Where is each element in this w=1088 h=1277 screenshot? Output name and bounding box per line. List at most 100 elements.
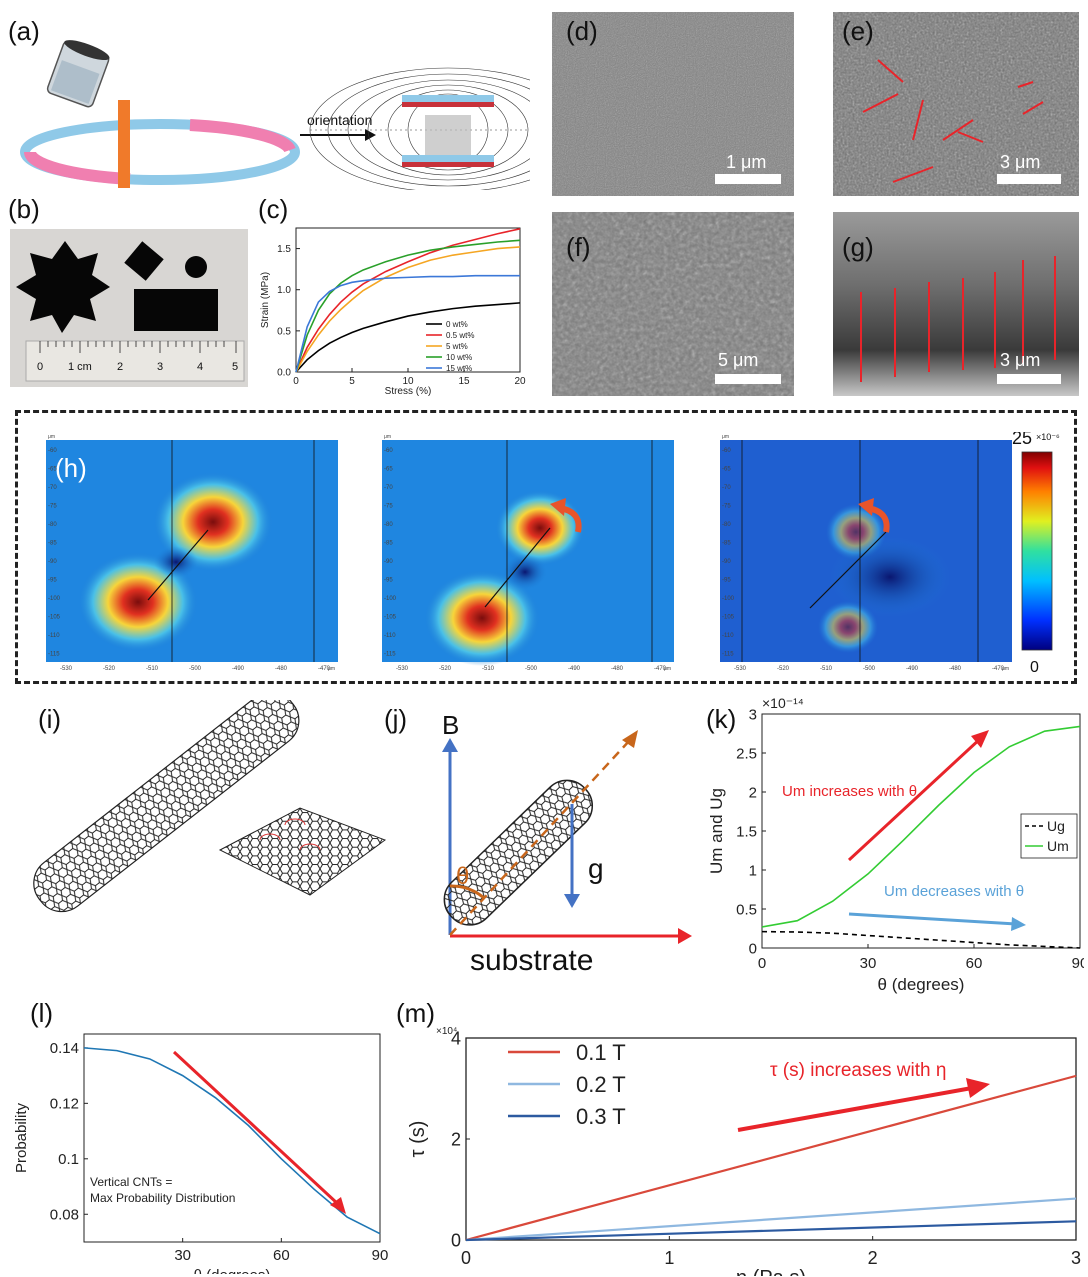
- legend-label: 0.5 wt%: [446, 331, 474, 340]
- y-tick-label: -110: [48, 633, 60, 639]
- scalebar-label-d: 1 μm: [726, 152, 767, 172]
- x-tick-label: 0: [461, 1248, 471, 1268]
- panel-label-l: (l): [30, 998, 54, 1028]
- panel-label-d: (d): [566, 16, 598, 46]
- x-tick-label: -490: [906, 666, 919, 672]
- series-line-um: [761, 725, 1081, 928]
- annotation-decrease: Um decreases with θ: [884, 883, 1024, 900]
- unit-label-top: μm: [722, 434, 729, 440]
- upper-plate-red: [402, 102, 494, 107]
- x-tick-label: -500: [525, 666, 538, 672]
- y-tick-label: 0.0: [277, 368, 291, 379]
- y-exponent: ×10⁴: [436, 1026, 457, 1037]
- lower-plate-red: [402, 162, 494, 167]
- legend-label: 10 wt%: [446, 353, 472, 362]
- graphene-sheet-icon: [218, 807, 387, 896]
- legend-label: Ug: [1047, 818, 1065, 834]
- panel-label-m: (m): [396, 998, 435, 1028]
- x-tick-label: 60: [966, 955, 983, 972]
- x-tick-label: -530: [60, 666, 73, 672]
- y-tick-label: -100: [384, 596, 397, 602]
- y-tick-label: 0: [749, 940, 757, 957]
- y-tick-label: -65: [722, 467, 731, 473]
- sem-image-f: [552, 212, 794, 396]
- y-tick-label: 3: [749, 706, 757, 723]
- y-axis-label: Probability: [13, 1102, 30, 1173]
- y-tick-label: -105: [722, 615, 735, 621]
- y-tick-label: -105: [384, 615, 397, 621]
- y-tick-label: -70: [384, 485, 393, 491]
- annotation-increase: Um increases with θ: [782, 783, 917, 800]
- y-tick-label: -60: [384, 448, 393, 454]
- flower-sample: [16, 241, 110, 333]
- x-tick-label: -500: [189, 666, 202, 672]
- y-tick-label: 1.0: [277, 285, 291, 296]
- x-tick-label: -490: [232, 666, 245, 672]
- y-axis-label: τ (s): [407, 1121, 429, 1158]
- x-axis-label: η (Pa s): [736, 1267, 806, 1276]
- colorbar-exponent: ×10⁻⁶: [1036, 432, 1060, 442]
- unit-label-right: μm: [1002, 666, 1009, 672]
- y-tick-label: -80: [48, 522, 57, 528]
- y-tick-label: -85: [384, 541, 393, 547]
- carbon-nanotube-icon: [33, 700, 300, 913]
- x-tick-label: -530: [396, 666, 409, 672]
- colorbar-min-label: 0: [1030, 659, 1039, 676]
- x-tick-label: 90: [1072, 955, 1084, 972]
- increase-arrowhead: [966, 1078, 990, 1098]
- y-tick-label: 0.1: [58, 1151, 79, 1168]
- y-tick-label: -115: [722, 652, 734, 658]
- scalebar-g: [997, 374, 1061, 384]
- x-tick-label: -470: [992, 666, 1005, 672]
- annotation-line-2: Max Probability Distribution: [90, 1191, 235, 1205]
- legend-label: Um: [1047, 838, 1069, 854]
- series-line-0-wt-: [295, 302, 521, 373]
- e-orientation-arrows: [862, 59, 1044, 183]
- y-tick-label: 4: [451, 1028, 461, 1048]
- x-tick-label: 3: [1071, 1248, 1081, 1268]
- ring-pink-segment: [24, 150, 131, 185]
- chart-l: 30 60 90 0.08 0.1 0.12 0.14 θ (degrees) Probabil…: [13, 1033, 389, 1274]
- x-tick-label: 20: [514, 376, 526, 387]
- simulation-map-1: [46, 440, 338, 662]
- circle-sample: [185, 256, 207, 278]
- y-tick-label: -75: [384, 504, 393, 510]
- panel-label-b: (b): [8, 194, 40, 224]
- x-tick-label: 60: [273, 1247, 290, 1264]
- x-tick-label: -510: [820, 666, 833, 672]
- unit-label-top: μm: [48, 434, 55, 440]
- x-tick-label: -510: [146, 666, 159, 672]
- colorbar: [1021, 451, 1053, 651]
- x-tick-label: 10: [402, 376, 414, 387]
- ruler-ticks: [39, 341, 237, 353]
- y-tick-label: -65: [384, 467, 393, 473]
- simulation-map-3: [720, 440, 1012, 662]
- legend-label: 5 wt%: [446, 342, 468, 351]
- y-tick-label: 1.5: [736, 823, 757, 840]
- y-tick-label: -90: [384, 559, 393, 565]
- panel-label-h: (h): [55, 453, 87, 483]
- sem-image-g: [833, 212, 1079, 396]
- x-tick-label: 30: [174, 1247, 191, 1264]
- panel-a-illustration: orientation: [20, 40, 530, 190]
- x-tick-label: -510: [482, 666, 495, 672]
- scalebar-label-f: 5 μm: [718, 350, 759, 370]
- y-tick-label: -60: [48, 448, 57, 454]
- y-tick-label: -110: [722, 633, 734, 639]
- y-tick-label: 0.08: [50, 1207, 79, 1224]
- y-axis-label: Um and Ug: [707, 788, 726, 874]
- theta-arc: [449, 884, 485, 900]
- ruler: [25, 340, 245, 382]
- y-axis-label: Strain (MPa): [260, 272, 271, 328]
- x-tick-label: 90: [372, 1247, 389, 1264]
- panel-label-g: (g): [842, 232, 874, 262]
- y-exponent: ×10⁻¹⁴: [762, 696, 804, 711]
- y-tick-label: 1: [749, 862, 757, 879]
- y-tick-label: -95: [722, 578, 731, 584]
- x-tick-label: 0: [293, 376, 299, 387]
- panel-label-i: (i): [38, 704, 62, 734]
- gravity-label: g: [588, 853, 604, 884]
- y-tick-label: 0.5: [736, 901, 757, 918]
- series-line-ug: [761, 930, 1081, 949]
- x-tick-label: -520: [777, 666, 790, 672]
